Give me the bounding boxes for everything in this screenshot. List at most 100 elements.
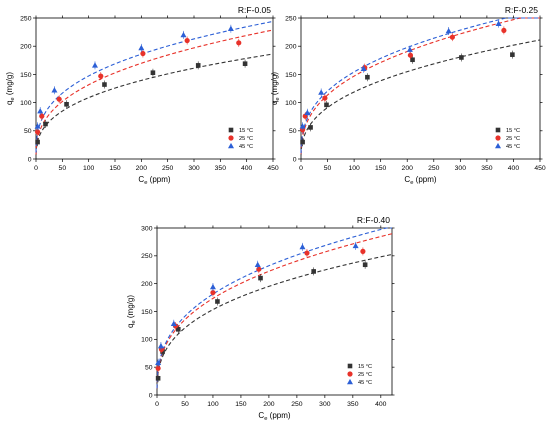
data-point-s2-3 [56,96,62,102]
data-point-s1-7 [242,61,248,66]
data-point-s1-3 [64,101,69,107]
x-axis-label-sub: e [264,416,267,422]
x-tick-label: 300 [455,165,467,172]
y-tick-label: 250 [285,15,297,22]
data-point-s2-4 [98,73,104,79]
x-tick-label: 0 [299,165,303,172]
y-tick-label: 100 [285,100,297,107]
data-point-s2-7 [360,248,366,254]
data-point-s2-5 [140,50,146,57]
data-point-s3-5 [254,261,261,268]
data-point-s3-1 [299,123,306,129]
legend-marker-3 [495,142,501,149]
y-axis-label-sub: e [131,320,137,323]
data-point-s2-4 [210,289,216,296]
fit-curve-series-1 [35,53,274,155]
data-point-s3-1 [34,123,41,129]
data-point-s2-1 [155,365,161,371]
data-point-s2-6 [304,250,310,256]
data-point-s1-5 [150,70,156,76]
x-tick-label: 400 [508,165,520,172]
y-tick-label: 250 [141,253,153,260]
legend-label-1: 15 °C [358,364,372,370]
data-point-s1-4 [215,299,220,304]
legend-marker-1 [228,127,234,133]
legend-label-1: 15 °C [506,128,520,134]
x-tick-label: 150 [375,165,387,172]
x-tick-label: 150 [235,401,247,408]
plot-frame [35,17,274,160]
data-point-s3-2 [37,107,44,114]
legend-label-3: 45 °C [239,144,253,150]
x-tick-label: 400 [375,401,387,408]
y-axis-label-unit: (mg/g) [126,295,135,321]
fit-curve-series-2 [35,29,274,155]
legend-marker-1 [347,363,353,369]
x-tick-label: 100 [83,165,95,172]
data-point-s3-7 [495,20,502,26]
y-tick-label: 150 [20,72,32,79]
fit-curve-series-2 [156,233,393,389]
y-axis-label-main: q [270,101,279,105]
y-tick-label: 150 [285,72,297,79]
chart-panel-2: R:F-0.25 0 50 100 150 200 250 300 350 400 450 0 50 10… [270,5,546,186]
x-axis-label-main: C [258,411,264,420]
data-point-s1-2 [308,125,313,130]
data-point-s3-4 [360,65,367,72]
x-tick-label: 200 [136,165,148,172]
x-tick-label: 100 [207,401,219,408]
legend-label-2: 25 °C [506,136,520,142]
legend-label-3: 45 °C [506,144,520,150]
series-1-points [35,59,248,147]
data-point-s3-6 [445,27,452,34]
y-tick-label: 0 [28,156,32,163]
y-tick-label: 100 [20,100,32,107]
chart-title: R:F-0.05 [238,5,271,15]
x-axis-label: Ce (ppm) [258,411,290,422]
y-tick-label: 300 [141,225,153,232]
data-point-s1-6 [195,63,201,68]
data-point-s2-3 [322,95,328,101]
y-tick-label: 0 [149,392,153,399]
x-tick-label: 0 [34,165,38,172]
data-point-s1-3 [175,327,181,332]
series-2-points [155,247,366,373]
series-3-points [299,19,502,131]
data-point-s1-5 [258,275,263,281]
x-tick-label: 200 [263,401,275,408]
legend: 15 °C 25 °C 45 °C [347,363,372,386]
x-axis-label-main: C [138,175,144,184]
data-point-s3-2 [304,109,311,116]
data-point-s3-1 [155,359,162,366]
fit-curve-series-3 [156,227,392,389]
data-point-s2-5 [407,52,414,58]
x-tick-label: 250 [291,401,303,408]
y-tick-label: 50 [24,128,32,135]
data-point-s1-1 [35,139,40,145]
y-axis-label-sub: e [10,97,16,100]
y-axis-label-unit: (mg/g) [270,72,279,98]
data-point-s2-6 [449,34,455,40]
legend-label-2: 25 °C [239,136,253,142]
series-2-points [34,36,242,136]
data-point-s3-5 [406,46,413,52]
y-tick-label: 0 [293,156,297,163]
data-point-s2-6 [184,37,190,44]
series-2-points [299,26,507,134]
legend-marker-3 [228,142,234,149]
y-tick-label: 150 [141,309,153,316]
chart-panel-1: R:F-0.05 0 50 100 150 200 250 300 350 400 450 0 50 10… [5,5,279,186]
x-tick-label: 450 [534,165,546,172]
x-tick-label: 200 [402,165,414,172]
data-point-s3-7 [227,25,234,32]
data-point-s3-6 [299,243,306,250]
legend-marker-2 [228,135,234,141]
plot-frame [156,227,393,396]
data-point-s1-2 [43,121,48,127]
y-tick-label: 250 [20,15,32,22]
x-tick-label: 50 [181,401,189,408]
data-point-s3-4 [91,62,98,68]
x-tick-label: 300 [188,165,200,172]
x-tick-label: 350 [481,165,493,172]
data-point-s1-6 [459,55,464,60]
